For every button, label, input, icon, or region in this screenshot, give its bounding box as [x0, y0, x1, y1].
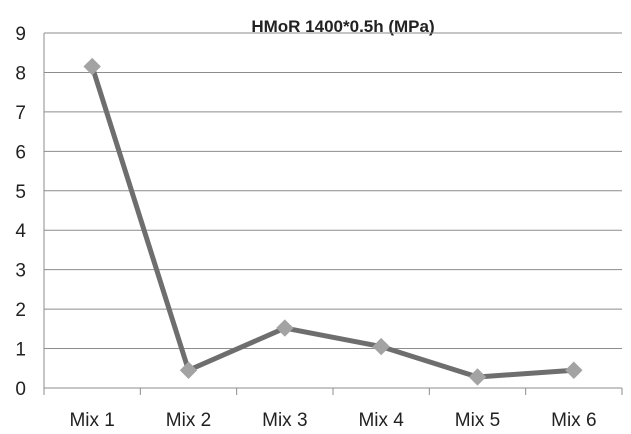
gridlines [44, 32, 622, 350]
data-point-marker [179, 361, 198, 379]
y-tick-label: 7 [15, 103, 26, 124]
axes [43, 33, 622, 389]
x-axis-ticks: Mix 1 Mix 2 Mix 3 Mix 4 Mix 5 Mix 6 [43, 388, 623, 431]
data-point-marker [276, 319, 294, 337]
y-axis-ticks: 0 1 2 3 4 5 6 7 8 9 [15, 24, 26, 400]
y-tick-label: 1 [15, 340, 26, 361]
x-tick-label: Mix 4 [358, 410, 404, 431]
data-point-marker [83, 57, 101, 76]
x-tick-label: Mix 1 [69, 410, 114, 431]
series-layer [83, 57, 583, 386]
series-line [89, 64, 577, 380]
data-point-marker [372, 337, 390, 356]
y-tick-label: 6 [15, 142, 26, 163]
y-tick-label: 3 [15, 261, 26, 282]
x-tick-label: Mix 6 [551, 410, 596, 431]
x-tick-label: Mix 5 [455, 410, 500, 431]
data-point-marker [468, 368, 487, 386]
y-tick-label: 4 [15, 221, 26, 242]
x-tick-label: Mix 3 [262, 410, 307, 431]
y-tick-label: 9 [15, 24, 26, 45]
y-tick-label: 2 [15, 300, 26, 321]
chart-title: HMoR 1400*0.5h (MPa) [251, 17, 434, 36]
y-tick-label: 0 [15, 379, 26, 400]
data-point-marker [565, 361, 583, 379]
y-tick-label: 5 [15, 182, 26, 203]
x-tick-label: Mix 2 [166, 410, 211, 431]
y-tick-label: 8 [15, 63, 26, 84]
